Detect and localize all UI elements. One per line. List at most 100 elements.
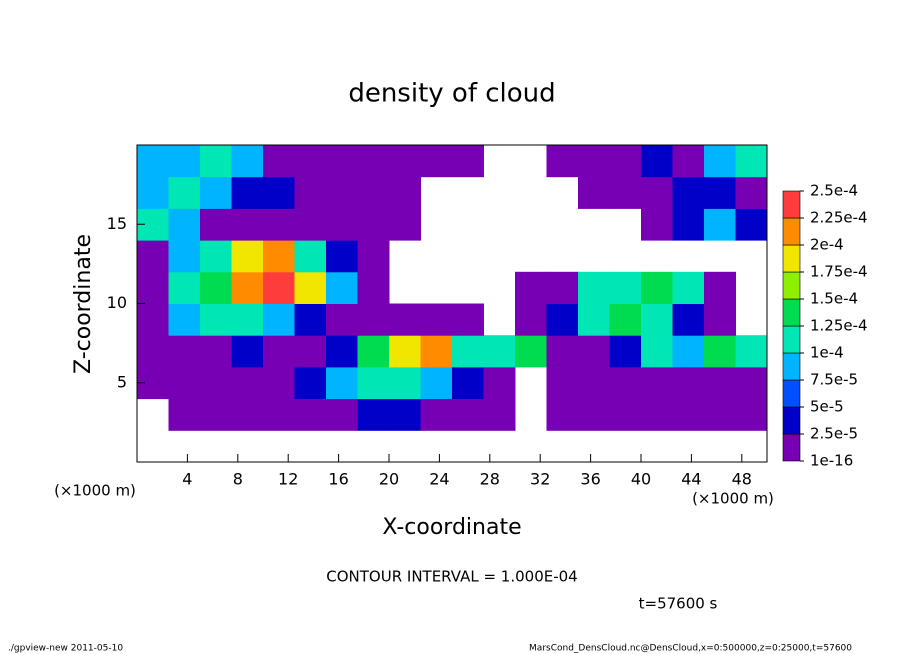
- cell: [263, 240, 295, 273]
- cell: [735, 176, 768, 209]
- cell: [641, 398, 673, 431]
- colorbar-box: [782, 433, 801, 462]
- cell: [578, 145, 610, 178]
- cell: [137, 176, 169, 209]
- cell: [200, 398, 232, 431]
- cell: [294, 145, 327, 178]
- cell: [546, 335, 579, 368]
- cell: [263, 208, 295, 241]
- cell: [609, 366, 642, 400]
- cell: [294, 271, 327, 304]
- colorbar-box: [782, 271, 801, 300]
- cell: [420, 398, 453, 431]
- cell: [452, 303, 484, 336]
- colorbar-label: 2.5e-4: [810, 182, 858, 200]
- cell: [735, 398, 768, 431]
- x-tick-label: 44: [681, 470, 701, 489]
- y-tick-label: 10: [107, 293, 127, 312]
- cell: [294, 208, 327, 241]
- cell: [420, 145, 453, 178]
- cell: [200, 145, 232, 178]
- cell: [389, 366, 421, 400]
- cell: [735, 335, 768, 368]
- colorbar-label: 2e-4: [810, 236, 844, 254]
- cell: [546, 145, 579, 178]
- colorbar-label: 7.5e-5: [810, 371, 858, 389]
- cell: [735, 208, 768, 241]
- cell: [137, 240, 169, 273]
- cell: [168, 176, 201, 209]
- colorbar-label: 2.5e-5: [810, 425, 858, 443]
- y-tick-label: 5: [117, 372, 127, 391]
- cell: [168, 240, 201, 273]
- cell: [578, 366, 610, 400]
- cell: [672, 335, 705, 368]
- cell: [389, 208, 421, 241]
- cell: [452, 366, 484, 400]
- cell: [357, 145, 390, 178]
- cell: [578, 398, 610, 431]
- cell: [326, 366, 358, 400]
- cell: [200, 271, 232, 304]
- cell: [263, 176, 295, 209]
- cell: [704, 145, 736, 178]
- cell: [641, 145, 673, 178]
- cell: [168, 366, 201, 400]
- cell: [231, 271, 264, 304]
- cell: [735, 145, 768, 178]
- cell: [672, 398, 705, 431]
- cell: [483, 398, 516, 431]
- cell: [137, 271, 169, 304]
- colorbar-label: 1.75e-4: [810, 263, 868, 281]
- cell: [609, 176, 642, 209]
- cell: [483, 366, 516, 400]
- cell: [263, 335, 295, 368]
- colorbar-box: [782, 217, 801, 246]
- chart-title: density of cloud: [348, 79, 555, 109]
- cell: [609, 398, 642, 431]
- cell: [357, 176, 390, 209]
- cell: [609, 335, 642, 368]
- footer-right: MarsCond_DensCloud.nc@DensCloud,x=0:5000…: [529, 644, 852, 654]
- cell: [137, 303, 169, 336]
- colorbar-box: [782, 298, 801, 327]
- cell: [200, 208, 232, 241]
- cell: [578, 335, 610, 368]
- x-tick-label: 8: [233, 470, 243, 489]
- cell: [231, 240, 264, 273]
- cell: [609, 303, 642, 336]
- cell: [609, 145, 642, 178]
- cell: [704, 398, 736, 431]
- cell: [641, 335, 673, 368]
- cell: [357, 240, 390, 273]
- footer-left: ./gpview-new 2011-05-10: [8, 644, 123, 654]
- cell: [641, 366, 673, 400]
- colorbar-box: [782, 406, 801, 435]
- colorbar-label: 5e-5: [810, 398, 844, 416]
- cell: [326, 145, 358, 178]
- cell: [294, 240, 327, 273]
- cell: [231, 335, 264, 368]
- cell: [231, 208, 264, 241]
- cell: [168, 271, 201, 304]
- cell: [263, 366, 295, 400]
- cell: [735, 366, 768, 400]
- cell: [231, 366, 264, 400]
- cell: [672, 208, 705, 241]
- colorbar-box: [782, 244, 801, 273]
- colorbar-box: [782, 379, 801, 408]
- x-tick-label: 40: [631, 470, 651, 489]
- cell: [326, 240, 358, 273]
- time-label: t=57600 s: [639, 595, 718, 613]
- cell: [137, 145, 169, 178]
- cell: [546, 303, 579, 336]
- cell: [704, 208, 736, 241]
- cell: [483, 335, 516, 368]
- cell: [168, 398, 201, 431]
- y-axis-label: Z-coordinate: [71, 234, 96, 374]
- cell: [452, 335, 484, 368]
- cell: [326, 271, 358, 304]
- colorbar-label: 2.25e-4: [810, 209, 868, 227]
- cell: [704, 366, 736, 400]
- cell: [641, 208, 673, 241]
